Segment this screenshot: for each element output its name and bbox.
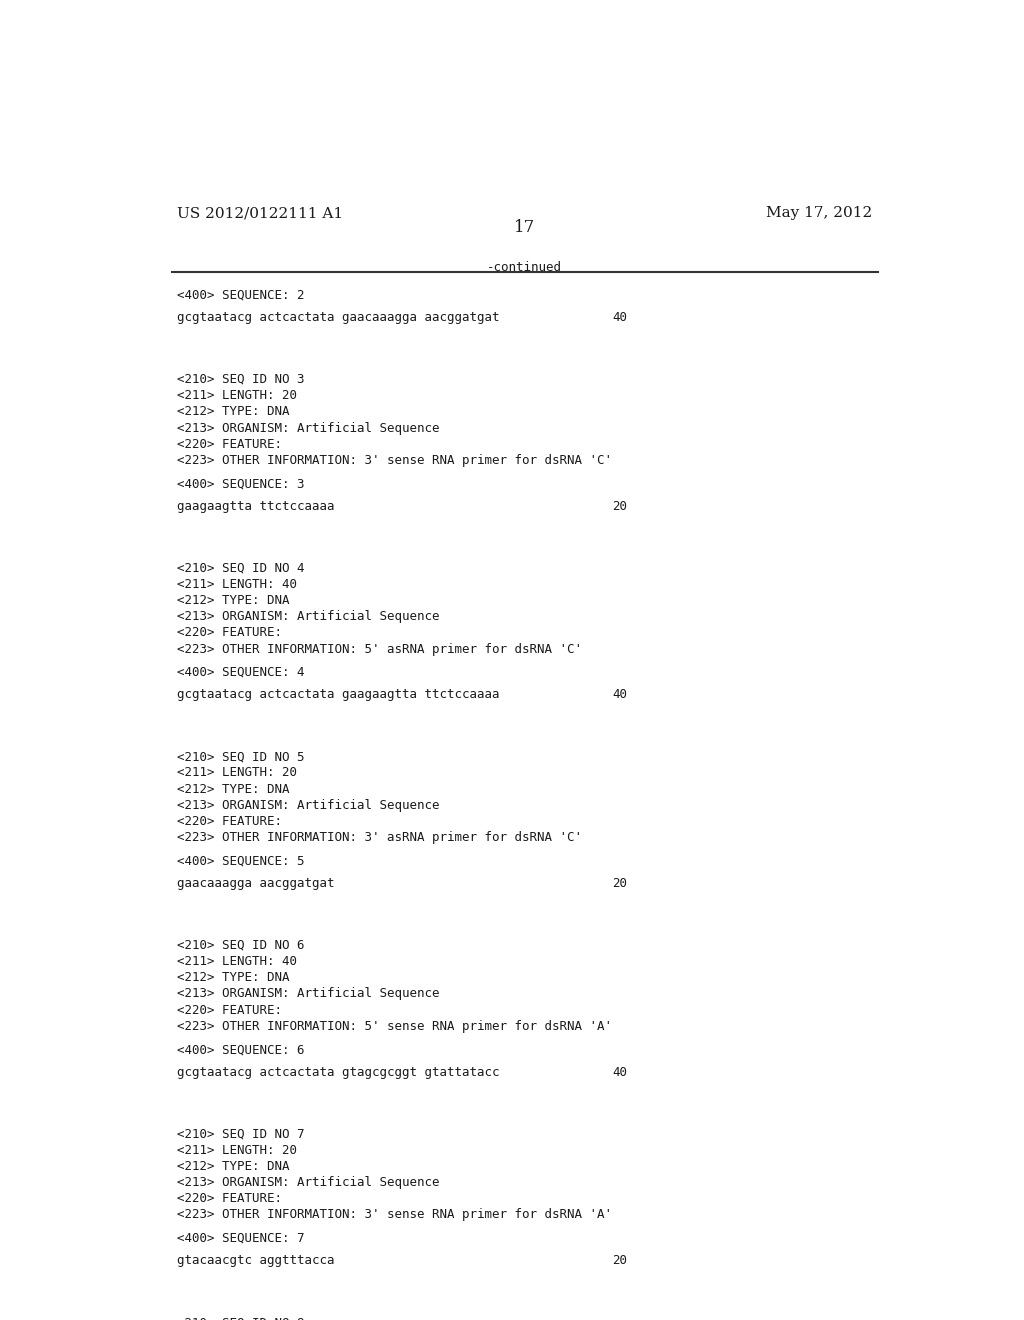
Text: <211> LENGTH: 20: <211> LENGTH: 20 (177, 767, 297, 779)
Text: gcgtaatacg actcactata gtagcgcggt gtattatacc: gcgtaatacg actcactata gtagcgcggt gtattat… (177, 1065, 500, 1078)
Text: <400> SEQUENCE: 3: <400> SEQUENCE: 3 (177, 477, 305, 490)
Text: <210> SEQ ID NO 8: <210> SEQ ID NO 8 (177, 1316, 305, 1320)
Text: <220> FEATURE:: <220> FEATURE: (177, 627, 283, 639)
Text: <210> SEQ ID NO 7: <210> SEQ ID NO 7 (177, 1127, 305, 1140)
Text: <400> SEQUENCE: 5: <400> SEQUENCE: 5 (177, 854, 305, 867)
Text: <210> SEQ ID NO 4: <210> SEQ ID NO 4 (177, 561, 305, 574)
Text: <220> FEATURE:: <220> FEATURE: (177, 438, 283, 450)
Text: <211> LENGTH: 20: <211> LENGTH: 20 (177, 389, 297, 403)
Text: 40: 40 (612, 312, 627, 323)
Text: US 2012/0122111 A1: US 2012/0122111 A1 (177, 206, 343, 220)
Text: gaagaagtta ttctccaaaa: gaagaagtta ttctccaaaa (177, 500, 335, 512)
Text: gtacaacgtc aggtttacca: gtacaacgtc aggtttacca (177, 1254, 335, 1267)
Text: <210> SEQ ID NO 6: <210> SEQ ID NO 6 (177, 939, 305, 952)
Text: <400> SEQUENCE: 7: <400> SEQUENCE: 7 (177, 1232, 305, 1245)
Text: <220> FEATURE:: <220> FEATURE: (177, 1003, 283, 1016)
Text: <212> TYPE: DNA: <212> TYPE: DNA (177, 405, 290, 418)
Text: 40: 40 (612, 688, 627, 701)
Text: gaacaaagga aacggatgat: gaacaaagga aacggatgat (177, 876, 335, 890)
Text: gcgtaatacg actcactata gaacaaagga aacggatgat: gcgtaatacg actcactata gaacaaagga aacggat… (177, 312, 500, 323)
Text: <210> SEQ ID NO 5: <210> SEQ ID NO 5 (177, 750, 305, 763)
Text: <212> TYPE: DNA: <212> TYPE: DNA (177, 1160, 290, 1173)
Text: <211> LENGTH: 20: <211> LENGTH: 20 (177, 1143, 297, 1156)
Text: <213> ORGANISM: Artificial Sequence: <213> ORGANISM: Artificial Sequence (177, 610, 439, 623)
Text: <223> OTHER INFORMATION: 3' sense RNA primer for dsRNA 'A': <223> OTHER INFORMATION: 3' sense RNA pr… (177, 1208, 612, 1221)
Text: <223> OTHER INFORMATION: 5' sense RNA primer for dsRNA 'A': <223> OTHER INFORMATION: 5' sense RNA pr… (177, 1020, 612, 1032)
Text: <211> LENGTH: 40: <211> LENGTH: 40 (177, 578, 297, 591)
Text: <400> SEQUENCE: 6: <400> SEQUENCE: 6 (177, 1043, 305, 1056)
Text: <211> LENGTH: 40: <211> LENGTH: 40 (177, 956, 297, 968)
Text: <212> TYPE: DNA: <212> TYPE: DNA (177, 972, 290, 985)
Text: 20: 20 (612, 1254, 627, 1267)
Text: May 17, 2012: May 17, 2012 (766, 206, 872, 220)
Text: <212> TYPE: DNA: <212> TYPE: DNA (177, 594, 290, 607)
Text: gcgtaatacg actcactata gaagaagtta ttctccaaaa: gcgtaatacg actcactata gaagaagtta ttctcca… (177, 688, 500, 701)
Text: 17: 17 (514, 219, 536, 236)
Text: 20: 20 (612, 876, 627, 890)
Text: <220> FEATURE:: <220> FEATURE: (177, 1192, 283, 1205)
Text: <213> ORGANISM: Artificial Sequence: <213> ORGANISM: Artificial Sequence (177, 1176, 439, 1189)
Text: -continued: -continued (487, 261, 562, 275)
Text: <223> OTHER INFORMATION: 3' sense RNA primer for dsRNA 'C': <223> OTHER INFORMATION: 3' sense RNA pr… (177, 454, 612, 467)
Text: <400> SEQUENCE: 4: <400> SEQUENCE: 4 (177, 665, 305, 678)
Text: <213> ORGANISM: Artificial Sequence: <213> ORGANISM: Artificial Sequence (177, 987, 439, 1001)
Text: <213> ORGANISM: Artificial Sequence: <213> ORGANISM: Artificial Sequence (177, 421, 439, 434)
Text: 40: 40 (612, 1065, 627, 1078)
Text: 20: 20 (612, 500, 627, 512)
Text: <212> TYPE: DNA: <212> TYPE: DNA (177, 783, 290, 796)
Text: <213> ORGANISM: Artificial Sequence: <213> ORGANISM: Artificial Sequence (177, 799, 439, 812)
Text: <400> SEQUENCE: 2: <400> SEQUENCE: 2 (177, 289, 305, 301)
Text: <223> OTHER INFORMATION: 3' asRNA primer for dsRNA 'C': <223> OTHER INFORMATION: 3' asRNA primer… (177, 832, 583, 845)
Text: <223> OTHER INFORMATION: 5' asRNA primer for dsRNA 'C': <223> OTHER INFORMATION: 5' asRNA primer… (177, 643, 583, 656)
Text: <220> FEATURE:: <220> FEATURE: (177, 814, 283, 828)
Text: <210> SEQ ID NO 3: <210> SEQ ID NO 3 (177, 374, 305, 385)
